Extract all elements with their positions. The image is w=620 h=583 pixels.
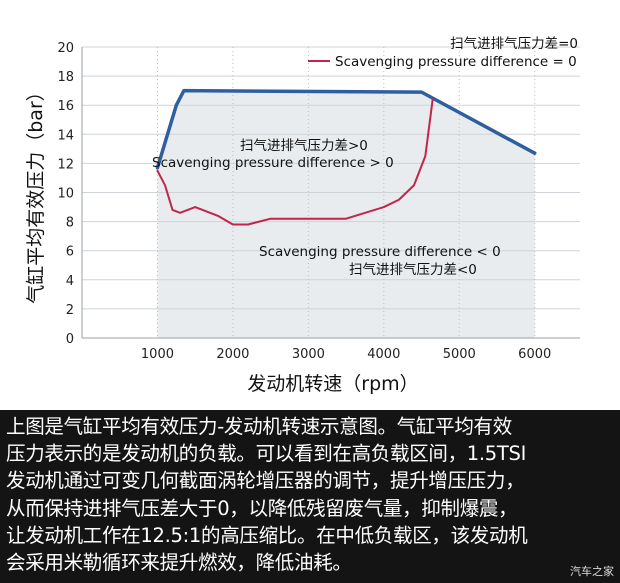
chart-svg: 0 2 4 6 8 10 12 14 16 18 20 1000 2000 3000 4000 5000 600… bbox=[25, 36, 580, 395]
caption-line: 让发动机工作在12.5:1的高压缩比。在中低负载区，该发动机 bbox=[6, 523, 528, 547]
watermark-logo: 汽车之家 bbox=[570, 565, 614, 578]
y-tick-label: 2 bbox=[66, 303, 74, 318]
scavenging-zero-line bbox=[156, 96, 434, 226]
y-tick-label: 8 bbox=[66, 216, 74, 231]
x-tick-label: 1000 bbox=[141, 347, 174, 362]
caption-line: 上图是气缸平均有效压力-发动机转速示意图。气缸平均有效 bbox=[6, 415, 512, 438]
annotation-below-cn: 扫气进排气压力差<0 bbox=[349, 262, 477, 278]
annotation-below-en: Scavenging pressure difference < 0 bbox=[259, 244, 501, 260]
x-tick-label: 5000 bbox=[443, 347, 476, 362]
caption-line: 会采用米勒循环来提升燃效，降低油耗。 bbox=[6, 551, 352, 575]
x-axis-title: 发动机转速（rpm） bbox=[247, 373, 418, 395]
x-tick-label: 2000 bbox=[216, 347, 249, 362]
annotation-top-cn: 扫气进排气压力差=0 bbox=[450, 36, 578, 52]
y-tick-label: 16 bbox=[57, 99, 74, 114]
y-axis-title: 气缸平均有效压力（bar） bbox=[25, 82, 47, 304]
chart-area: 0 2 4 6 8 10 12 14 16 18 20 1000 2000 3000 4000 5000 600… bbox=[25, 36, 580, 395]
caption-line: 从而保持进排气压差大于0，以降低残留废气量，抑制爆震， bbox=[6, 496, 518, 520]
legend-label: Scavenging pressure difference = 0 bbox=[335, 54, 577, 70]
operating-region-fill bbox=[157, 90, 535, 339]
annotation-above-cn: 扫气进排气压力差>0 bbox=[240, 138, 368, 154]
y-tick-label: 14 bbox=[57, 128, 74, 143]
x-tick-label: 6000 bbox=[518, 347, 551, 362]
y-tick-label: 10 bbox=[57, 187, 74, 202]
y-tick-label: 18 bbox=[57, 70, 74, 85]
y-tick-label: 12 bbox=[57, 157, 74, 172]
max-load-line bbox=[155, 88, 537, 170]
annotation-above-en: Scavenging pressure difference > 0 bbox=[152, 155, 394, 171]
y-tick-label: 6 bbox=[66, 245, 74, 260]
x-tick-label: 3000 bbox=[292, 347, 325, 362]
y-tick-label: 4 bbox=[66, 274, 74, 289]
caption-line: 压力表示的是发动机的负载。可以看到在高负载区间，1.5TSI bbox=[6, 442, 527, 466]
y-tick-label: 20 bbox=[57, 41, 74, 56]
caption-panel: 上图是气缸平均有效压力-发动机转速示意图。气缸平均有效 压力表示的是发动机的负载… bbox=[0, 410, 620, 583]
y-tick-label: 0 bbox=[66, 332, 74, 347]
x-tick-label: 4000 bbox=[367, 347, 400, 362]
caption-line: 发动机通过可变几何截面涡轮增压器的调节，提升增压压力， bbox=[6, 469, 525, 493]
